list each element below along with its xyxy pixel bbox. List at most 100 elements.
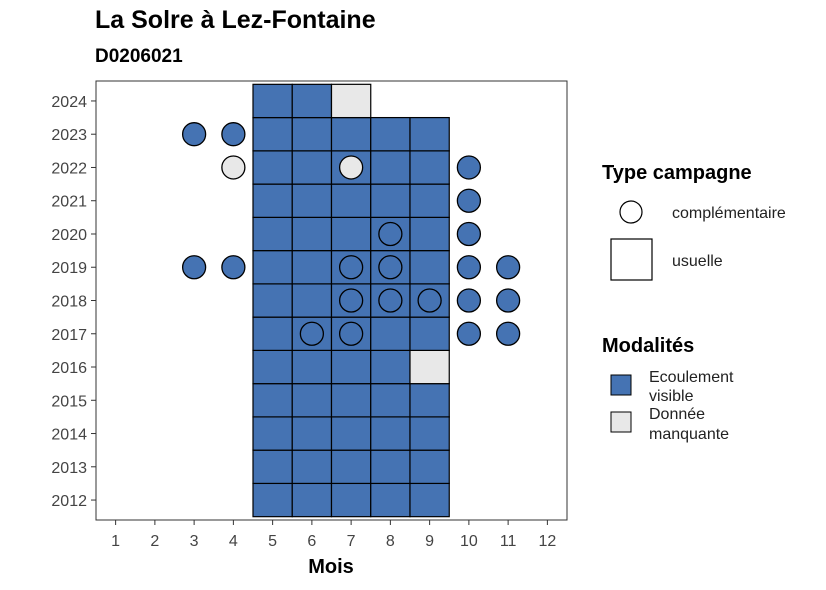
point-2022-7 — [338, 155, 364, 180]
cell-2012-8 — [370, 482, 411, 518]
point-2020-8 — [378, 221, 403, 247]
legend-ecoulement-label-line2: visible — [649, 388, 694, 405]
cell-2015-5 — [252, 383, 293, 418]
cell-2021-7 — [330, 183, 372, 218]
cell-2012-6 — [291, 482, 333, 518]
x-tick-label: 7 — [347, 533, 356, 550]
cell-2012-7 — [330, 482, 372, 518]
cell-2016-6 — [291, 349, 333, 385]
x-tick-label: 11 — [500, 533, 517, 550]
cell-2023-9 — [409, 116, 450, 152]
point-2021-10 — [456, 188, 482, 213]
x-tick-label: 2 — [150, 533, 159, 550]
point-2019-7 — [338, 255, 364, 280]
y-tick-label: 2015 — [51, 393, 87, 410]
legend-square-swatch — [610, 238, 653, 281]
point-2017-11 — [495, 321, 521, 346]
point-2020-10 — [456, 221, 482, 247]
x-tick-label: 12 — [538, 533, 556, 550]
cell-2023-8 — [370, 116, 411, 152]
cell-2013-8 — [370, 449, 411, 485]
cell-2014-9 — [409, 416, 450, 451]
cell-2016-7 — [330, 349, 372, 385]
cell-2015-7 — [330, 383, 372, 418]
cell-2017-5 — [252, 316, 293, 351]
cell-2013-9 — [409, 449, 450, 485]
cell-2021-5 — [252, 183, 293, 218]
point-2018-8 — [378, 288, 403, 313]
x-tick-label: 1 — [111, 533, 120, 550]
cell-2012-5 — [252, 482, 293, 518]
legend-modalites: Modalités Ecoulement visible Donnée manq… — [602, 335, 734, 443]
y-tick-label: 2016 — [51, 360, 87, 377]
legend-complementaire-label: complémentaire — [672, 205, 786, 222]
legend-ecoulement-swatch — [610, 374, 632, 396]
legend-donnee-manquante-label-line2: manquante — [649, 426, 729, 443]
cell-2015-6 — [291, 383, 333, 418]
cell-2020-7 — [330, 216, 372, 252]
point-2022-10 — [456, 155, 482, 180]
cell-2017-9 — [409, 316, 450, 351]
y-tick-label: 2012 — [51, 493, 87, 510]
y-tick-label: 2024 — [51, 94, 87, 111]
cell-2024-6 — [291, 83, 333, 119]
y-tick-label: 2020 — [51, 227, 87, 244]
point-2023-4 — [221, 122, 246, 147]
cell-2021-9 — [409, 183, 450, 218]
point-2019-8 — [378, 255, 403, 280]
point-2019-11 — [495, 255, 521, 280]
cell-2021-8 — [370, 183, 411, 218]
y-axis: 2012 2013 2014 2015 2016 2017 2018 2019 2020 2021… — [51, 94, 96, 510]
cell-2017-8 — [370, 316, 411, 351]
y-tick-label: 2013 — [51, 460, 87, 477]
point-2019-3 — [181, 255, 207, 280]
chart-subtitle: D0206021 — [95, 46, 183, 67]
x-tick-label: 3 — [190, 533, 199, 550]
legend-donnee-manquante-swatch — [610, 411, 632, 433]
y-tick-label: 2021 — [51, 194, 87, 211]
legend-ecoulement-label-line1: Ecoulement — [649, 369, 734, 386]
cell-2014-6 — [291, 416, 333, 451]
legend-modalites-title: Modalités — [602, 335, 694, 357]
point-2018-11 — [495, 288, 521, 313]
point-2017-7 — [338, 321, 364, 346]
y-tick-label: 2014 — [51, 427, 87, 444]
cell-2014-8 — [370, 416, 411, 451]
y-tick-label: 2022 — [51, 160, 87, 177]
point-2019-4 — [221, 255, 246, 280]
cell-2020-5 — [252, 216, 293, 252]
cell-2022-6 — [291, 150, 333, 185]
cell-2022-8 — [370, 150, 411, 185]
cell-2015-8 — [370, 383, 411, 418]
point-2019-10 — [456, 255, 482, 280]
cell-2022-9 — [409, 150, 450, 185]
cell-2023-6 — [291, 116, 333, 152]
x-tick-label: 10 — [460, 533, 478, 550]
legend-usuelle-label: usuelle — [672, 253, 723, 270]
y-tick-label: 2019 — [51, 260, 87, 277]
cell-2014-7 — [330, 416, 372, 451]
cell-2019-6 — [291, 250, 333, 285]
point-2018-9 — [417, 288, 442, 313]
x-tick-label: 6 — [307, 533, 316, 550]
cell-2020-6 — [291, 216, 333, 252]
x-axis: 1 2 3 4 5 6 7 8 9 10 11 12 — [111, 520, 556, 550]
x-tick-label: 9 — [425, 533, 434, 550]
cell-2013-5 — [252, 449, 293, 485]
point-2017-6 — [299, 321, 325, 346]
point-2018-10 — [456, 288, 482, 313]
point-2023-3 — [181, 122, 207, 147]
cell-2012-9 — [409, 482, 450, 518]
point-2022-4 — [221, 155, 246, 180]
cell-2021-6 — [291, 183, 333, 218]
cell-2014-5 — [252, 416, 293, 451]
point-2018-7 — [338, 288, 364, 313]
cell-2019-9 — [409, 250, 450, 285]
cell-2023-7 — [330, 116, 372, 152]
cell-2020-9 — [409, 216, 450, 252]
cell-2013-7 — [330, 449, 372, 485]
chart-title: La Solre à Lez-Fontaine — [95, 6, 376, 34]
legend-type-campagne: Type campagne complémentaire usuelle — [602, 162, 786, 281]
y-tick-label: 2023 — [51, 127, 87, 144]
